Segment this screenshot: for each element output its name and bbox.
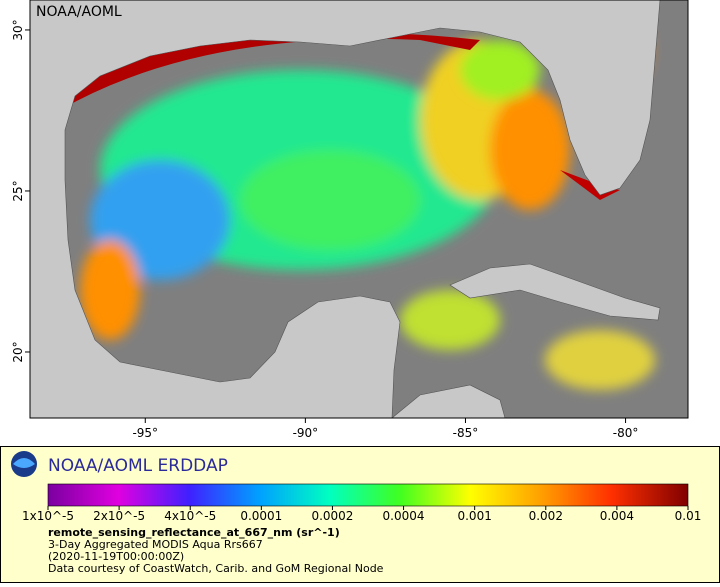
- x-tick-label: -95°: [132, 426, 158, 440]
- colorbar: [47, 483, 689, 507]
- y-tick-label: 25°: [11, 180, 25, 201]
- colorbar-label: 0.001: [457, 509, 491, 523]
- colorbar-label: 0.004: [600, 509, 634, 523]
- map-area: [30, 0, 688, 418]
- colorbar-label: 1x10^-5: [22, 509, 74, 523]
- colorbar-label: 0.0004: [383, 509, 425, 523]
- plot-frame: [29, 0, 689, 419]
- map-title: NOAA/AOML: [36, 4, 122, 20]
- colorbar-label: 0.01: [675, 509, 702, 523]
- land: [391, 384, 506, 418]
- land: [30, 0, 661, 418]
- legend-org: NOAA/AOML ERDDAP: [48, 456, 228, 476]
- legend-line: (2020-11-19T00:00:00Z): [48, 550, 184, 563]
- colorbar-label: 0.002: [529, 509, 563, 523]
- x-tick-label: -90°: [293, 426, 319, 440]
- colorbar-label: 2x10^-5: [93, 509, 145, 523]
- noaa-logo-wave: [13, 458, 35, 468]
- x-tick-label: -85°: [453, 426, 479, 440]
- legend-line: 3-Day Aggregated MODIS Aqua Rrs667: [48, 538, 263, 551]
- y-tick-label: 30°: [11, 19, 25, 40]
- colorbar-label: 0.0001: [240, 509, 282, 523]
- colorbar-label: 0.0002: [311, 509, 353, 523]
- colorbar-label: 4x10^-5: [164, 509, 216, 523]
- reflectance-field: [80, 10, 655, 390]
- land: [449, 263, 661, 321]
- legend-line: Data courtesy of CoastWatch, Carib. and …: [48, 562, 384, 575]
- x-tick-label: -80°: [613, 426, 639, 440]
- y-tick-label: 20°: [11, 341, 25, 362]
- legend-panel: [0, 446, 720, 583]
- variable-name: remote_sensing_reflectance_at_667_nm (sr…: [48, 526, 340, 539]
